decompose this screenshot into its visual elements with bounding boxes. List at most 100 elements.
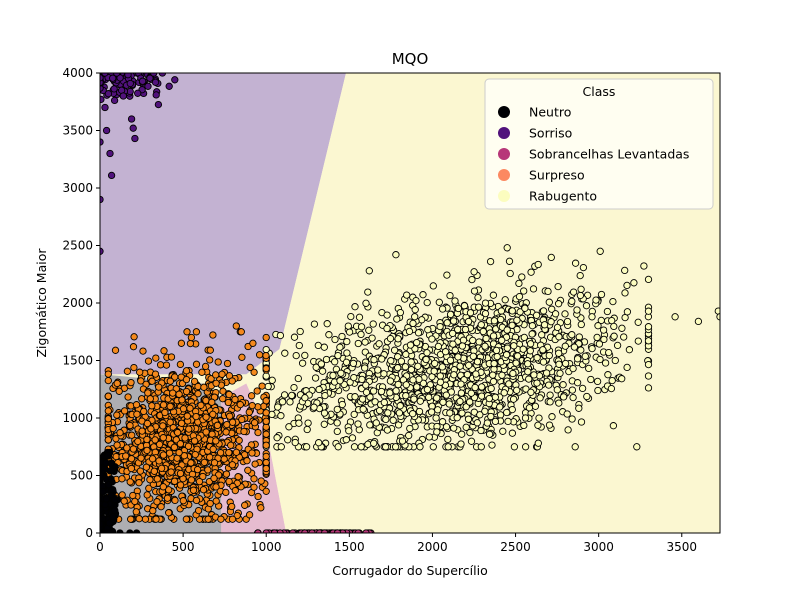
legend-label: Sobrancelhas Levantadas [529, 147, 689, 162]
data-point [161, 408, 169, 417]
data-point [192, 360, 201, 368]
data-point [407, 358, 415, 366]
data-point [127, 115, 136, 123]
data-point [446, 310, 455, 319]
data-point [357, 323, 366, 331]
data-point [194, 506, 203, 515]
data-point [534, 439, 542, 447]
data-point [513, 386, 521, 394]
data-point [241, 501, 249, 509]
data-point [209, 445, 217, 453]
data-point [498, 336, 506, 344]
data-point [382, 415, 390, 424]
data-point [112, 452, 120, 461]
data-point [209, 410, 217, 418]
data-point [539, 358, 548, 366]
data-point [137, 454, 145, 462]
data-point [224, 398, 232, 407]
data-point [295, 419, 303, 427]
data-point [124, 393, 132, 401]
data-point [456, 362, 464, 370]
y-axis: 0 500 1000 1500 2000 2500 3000 3500 4000 [62, 66, 100, 540]
data-point [212, 497, 220, 505]
data-point [438, 418, 447, 426]
data-point [110, 85, 118, 93]
data-point [351, 303, 359, 311]
data-point [246, 363, 254, 372]
data-point [536, 394, 544, 402]
data-point [554, 300, 563, 308]
data-point [694, 317, 703, 326]
data-point [220, 455, 228, 463]
data-point [122, 452, 130, 460]
data-point [159, 422, 167, 430]
data-point [354, 420, 362, 428]
data-point [171, 76, 179, 84]
data-point [243, 457, 251, 465]
data-point [182, 387, 191, 396]
data-point [476, 411, 484, 419]
data-point [496, 403, 504, 411]
data-point [561, 310, 569, 318]
data-point [129, 124, 137, 132]
data-point [152, 354, 160, 362]
data-point [383, 311, 391, 319]
data-point [395, 409, 404, 417]
data-point [555, 349, 563, 357]
data-point [262, 458, 270, 467]
legend-title: Class [583, 84, 616, 99]
data-point [518, 273, 526, 281]
data-point [413, 383, 421, 391]
data-point [605, 348, 613, 357]
data-point [210, 459, 219, 467]
data-point [200, 458, 209, 467]
data-point [351, 393, 359, 401]
y-tick-label: 4000 [62, 66, 93, 80]
data-point [358, 395, 367, 403]
data-point [144, 389, 152, 397]
data-point [236, 400, 244, 409]
data-point [334, 443, 342, 451]
data-point [503, 326, 511, 334]
data-point [130, 333, 138, 341]
y-tick-label: 3500 [62, 124, 93, 138]
data-point [387, 357, 395, 365]
data-point [219, 395, 227, 403]
data-point [354, 339, 362, 348]
data-point [603, 307, 612, 316]
data-point [320, 420, 328, 428]
data-point [176, 481, 185, 489]
data-point [303, 425, 311, 434]
data-point [435, 298, 443, 306]
data-point [538, 331, 546, 339]
data-point [446, 291, 454, 300]
data-point [398, 437, 407, 445]
data-point [223, 420, 231, 429]
series-rabugento [262, 244, 720, 451]
data-point [596, 247, 604, 255]
data-point [212, 437, 220, 445]
data-point [402, 350, 410, 359]
data-point [568, 331, 576, 339]
data-point [394, 364, 402, 372]
data-point [291, 438, 299, 447]
data-point [331, 358, 339, 366]
data-point [102, 495, 111, 503]
data-point [107, 171, 116, 180]
data-point [370, 439, 378, 447]
data-point [100, 487, 107, 496]
data-point [539, 346, 547, 354]
data-point [546, 398, 554, 406]
data-point [450, 317, 458, 325]
data-point [310, 320, 319, 328]
data-point [462, 403, 470, 411]
data-point [445, 400, 453, 408]
data-point [262, 345, 270, 354]
data-point [163, 494, 172, 502]
data-point [102, 126, 111, 135]
data-point [573, 355, 582, 363]
data-point [318, 367, 327, 375]
data-point [571, 259, 580, 267]
data-point [343, 349, 351, 357]
data-point [159, 434, 167, 442]
